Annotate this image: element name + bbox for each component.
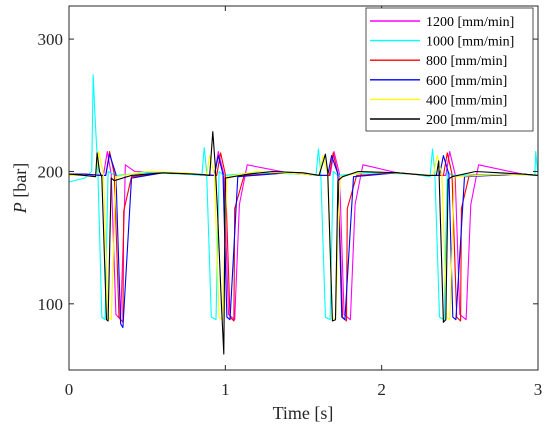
legend-entry-3: 600 [mm/min]	[426, 74, 507, 89]
series-line-5	[68, 131, 539, 355]
legend-entry-5: 200 [mm/min]	[426, 113, 507, 128]
y-axis-label: P [bar]	[10, 163, 30, 214]
y-axis-symbol: P	[10, 202, 30, 214]
legend-entry-4: 400 [mm/min]	[426, 93, 507, 108]
series-line-4	[69, 151, 539, 321]
x-axis-label: Time [s]	[273, 403, 334, 423]
legend-entry-1: 1000 [mm/min]	[426, 35, 514, 50]
x-tick-label-0: 0	[65, 380, 74, 399]
series-line-0	[69, 151, 539, 321]
legend-entry-0: 1200 [mm/min]	[426, 15, 514, 30]
plot-frame	[68, 5, 539, 371]
y-tick-label-0: 100	[38, 295, 64, 314]
series-layer	[68, 74, 539, 355]
x-tick-label-1: 1	[221, 380, 230, 399]
ticks-layer: 0 1 2 3 100 200 300	[38, 6, 543, 399]
x-tick-label-3: 3	[534, 380, 543, 399]
y-axis-unit: [bar]	[10, 163, 30, 202]
legend-box	[365, 7, 534, 132]
y-tick-label-2: 300	[38, 30, 64, 49]
legend-entry-2: 800 [mm/min]	[426, 54, 507, 69]
y-tick-label-1: 200	[38, 162, 64, 181]
x-tick-label-2: 2	[377, 380, 386, 399]
legend: 1200 [mm/min] 1000 [mm/min] 800 [mm/min] 60…	[365, 7, 534, 132]
